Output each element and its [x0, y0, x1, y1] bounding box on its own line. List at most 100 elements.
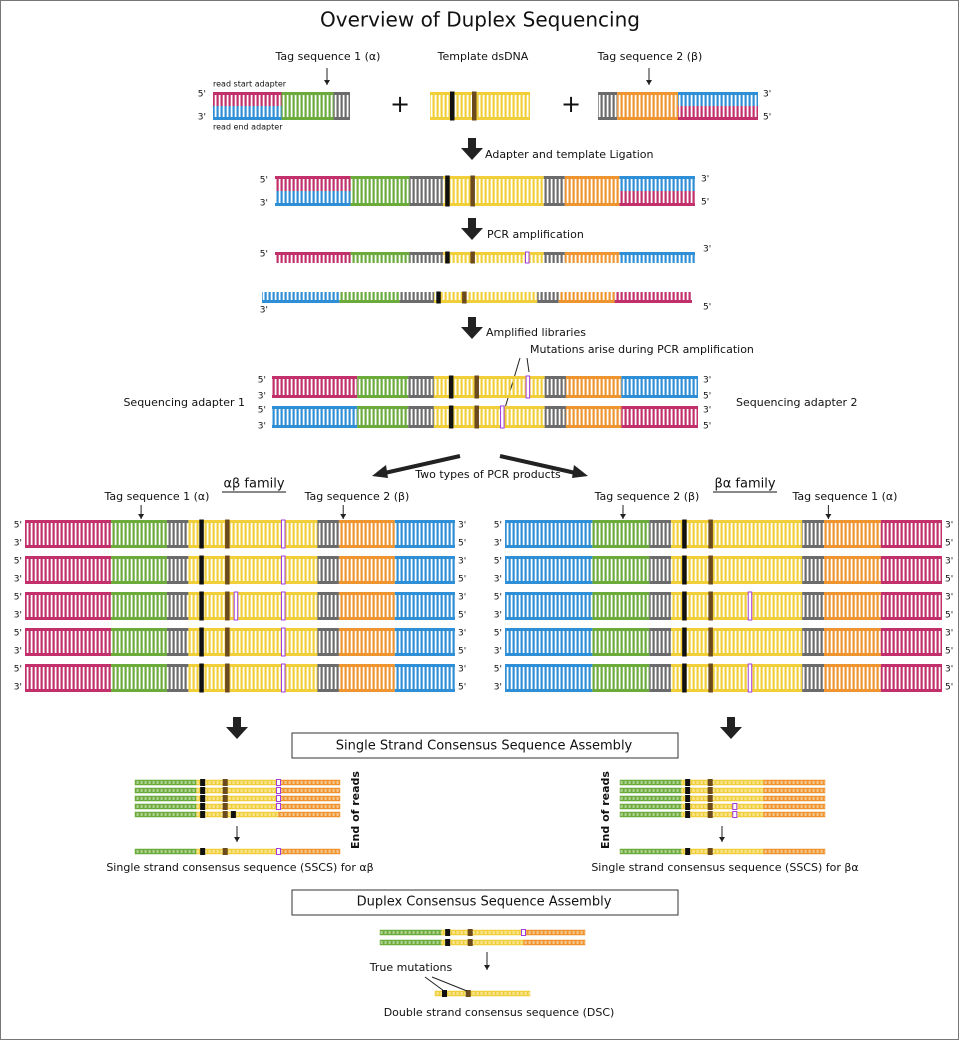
base-mark [708, 555, 713, 585]
backbone [619, 252, 695, 255]
base-mark [225, 555, 230, 585]
read-ticks [278, 797, 340, 800]
backbone [399, 300, 434, 303]
rungs [317, 595, 339, 606]
rungs [649, 570, 672, 581]
strand-end: 3' [458, 665, 466, 675]
backbone [802, 664, 825, 667]
strand-end: 3' [703, 376, 711, 386]
base-mark [708, 591, 713, 621]
rungs [592, 606, 650, 617]
rungs [111, 631, 167, 642]
backbone [272, 406, 358, 409]
base-mark [707, 787, 713, 794]
base-mark [685, 803, 691, 810]
rungs [394, 523, 455, 534]
rungs [317, 678, 339, 689]
strand-end: 3' [258, 392, 266, 402]
rungs [802, 667, 825, 678]
rungs [430, 106, 530, 117]
backbone [802, 628, 825, 631]
backbone [649, 653, 672, 656]
read-ticks [380, 941, 442, 944]
rungs [802, 595, 825, 606]
base-mark [281, 663, 286, 693]
read-ticks [196, 797, 279, 800]
backbone [25, 545, 111, 548]
backbone [111, 545, 167, 548]
backbone [281, 117, 334, 120]
rungs [802, 523, 825, 534]
base-mark [708, 519, 713, 549]
base-mark [276, 848, 281, 855]
rungs [619, 255, 695, 263]
arrow-head [719, 837, 725, 842]
backbone [598, 92, 618, 95]
backbone [649, 556, 672, 559]
backbone [824, 520, 881, 523]
base-mark [682, 519, 687, 549]
backbone [564, 203, 620, 206]
rungs [565, 387, 622, 395]
section-heading: Duplex Consensus Sequence Assembly [357, 895, 612, 910]
backbone [350, 252, 410, 255]
backbone [275, 203, 351, 206]
backbone [649, 520, 672, 523]
read-ticks [523, 931, 585, 934]
base-mark [445, 939, 451, 946]
base-mark [682, 663, 687, 693]
rungs [408, 409, 434, 417]
rungs [188, 678, 318, 689]
backbone [317, 581, 339, 584]
strand-end: 3' [260, 199, 268, 209]
strand-end: 3' [703, 245, 711, 255]
rungs [433, 379, 545, 387]
rungs [188, 534, 318, 545]
rungs [111, 642, 167, 653]
read-ticks [763, 813, 825, 816]
step-label: PCR amplification [487, 228, 584, 241]
read-ticks [278, 805, 340, 808]
rungs [649, 595, 672, 606]
backbone [824, 689, 881, 692]
base-mark [448, 375, 454, 399]
base-mark [707, 795, 713, 802]
base-mark [225, 519, 230, 549]
read-ticks [135, 781, 197, 784]
backbone [394, 581, 455, 584]
backbone [621, 425, 698, 428]
rungs [188, 642, 318, 653]
backbone [394, 556, 455, 559]
step-arrow [226, 717, 248, 739]
backbone [505, 581, 593, 584]
base-mark [233, 591, 239, 621]
backbone [433, 395, 545, 398]
rungs [802, 678, 825, 689]
rungs [619, 179, 695, 191]
backbone [614, 300, 692, 303]
strand-end: 3' [763, 90, 771, 100]
backbone [649, 545, 672, 548]
strand-end: 5' [494, 593, 502, 603]
rungs [275, 179, 351, 191]
backbone [671, 556, 803, 559]
rungs [111, 678, 167, 689]
base-mark [445, 251, 450, 264]
backbone [272, 395, 358, 398]
heading-box [291, 889, 679, 916]
strand-end: 5' [458, 575, 466, 585]
rungs [338, 678, 395, 689]
rungs [543, 191, 565, 203]
backbone [617, 92, 678, 95]
backbone [671, 653, 803, 656]
rungs [317, 606, 339, 617]
backbone [880, 556, 942, 559]
rungs [188, 570, 318, 581]
read-ticks [763, 781, 825, 784]
backbone [357, 406, 409, 409]
base-mark [436, 291, 441, 304]
read-ticks [135, 797, 197, 800]
backbone [592, 664, 650, 667]
base-mark [747, 591, 753, 621]
rungs [25, 606, 111, 617]
